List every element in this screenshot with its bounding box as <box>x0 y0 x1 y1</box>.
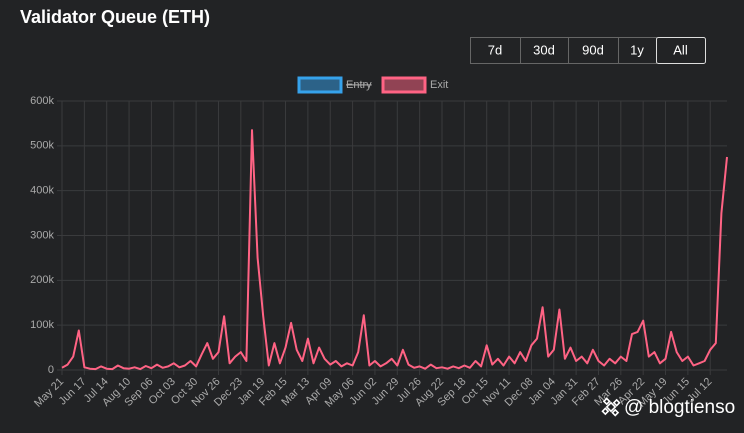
legend-label[interactable]: Entry <box>346 79 372 91</box>
watermark: @ blogtienso <box>601 397 735 418</box>
line-series <box>61 129 728 371</box>
range-button[interactable] <box>470 37 521 64</box>
legend: Entry Exit <box>297 76 448 94</box>
range-buttons: 7d 30d 90d 1y All <box>470 37 706 64</box>
legend-swatch[interactable] <box>297 76 343 94</box>
y-tick-label: 0 <box>48 364 54 376</box>
y-tick-label: 400k <box>30 185 54 197</box>
range-button-label[interactable]: All <box>673 42 688 57</box>
range-button-label[interactable]: 7d <box>488 42 502 57</box>
y-tick-label: 500k <box>30 140 54 152</box>
range-button[interactable] <box>520 37 569 64</box>
legend-label[interactable]: Exit <box>430 79 448 91</box>
legend-swatch[interactable] <box>381 76 427 94</box>
y-tick-label: 200k <box>30 274 54 286</box>
range-button[interactable] <box>568 37 619 64</box>
range-button-label[interactable]: 90d <box>582 42 604 57</box>
y-tick-label: 300k <box>30 229 54 241</box>
watermark-text: @ blogtienso <box>624 397 735 418</box>
range-button-label[interactable]: 30d <box>533 42 555 57</box>
range-button-label[interactable]: 1y <box>630 42 644 57</box>
y-tick-label: 600k <box>30 95 54 107</box>
chart-title: Validator Queue (ETH) <box>20 7 210 27</box>
range-button[interactable] <box>618 37 657 64</box>
range-button[interactable] <box>656 37 706 64</box>
y-tick-label: 100k <box>30 319 54 331</box>
